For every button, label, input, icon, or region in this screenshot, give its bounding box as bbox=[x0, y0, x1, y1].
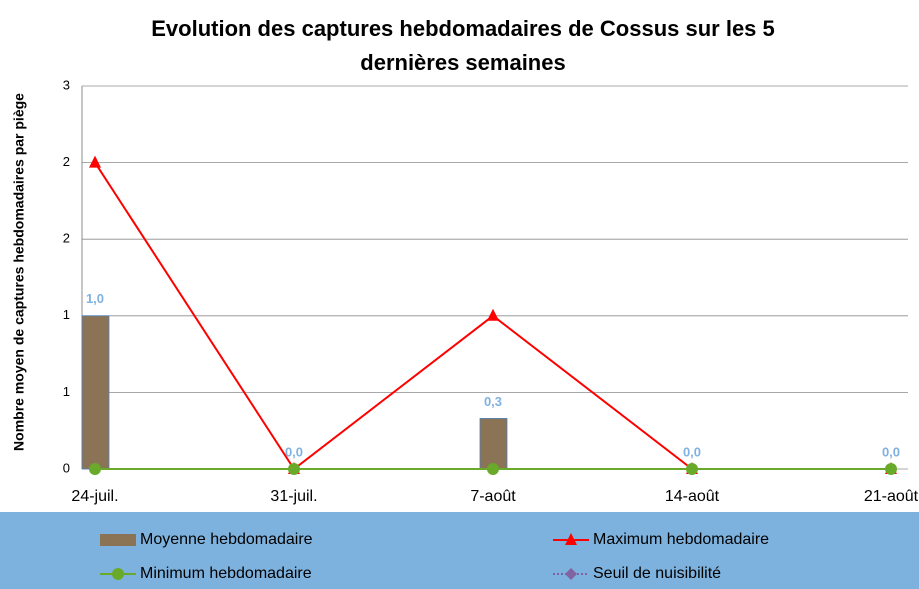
x-tick-label: 7-août bbox=[470, 488, 516, 505]
y-tick-label: 2 bbox=[63, 231, 70, 246]
legend-band bbox=[0, 512, 919, 589]
chart: Evolution des captures hebdomadaires de … bbox=[0, 0, 919, 589]
x-tick-label: 31-juil. bbox=[270, 488, 317, 505]
data-label: 0,0 bbox=[882, 444, 900, 459]
legend-label: Seuil de nuisibilité bbox=[593, 565, 721, 582]
legend-label: Maximum hebdomadaire bbox=[593, 531, 769, 548]
chart-title: Evolution des captures hebdomadaires de … bbox=[151, 16, 775, 75]
bar bbox=[480, 418, 507, 469]
y-tick-label: 1 bbox=[63, 307, 70, 322]
marker bbox=[686, 463, 698, 475]
legend-label: Moyenne hebdomadaire bbox=[140, 531, 313, 548]
data-label: 0,0 bbox=[683, 444, 701, 459]
marker bbox=[288, 463, 300, 475]
legend-label: Minimum hebdomadaire bbox=[140, 565, 312, 582]
y-tick-label: 3 bbox=[63, 77, 70, 92]
y-tick-label: 2 bbox=[63, 154, 70, 169]
marker bbox=[487, 309, 499, 321]
page: Evolution des captures hebdomadaires de … bbox=[0, 0, 919, 589]
y-axis-label: Nombre moyen de captures hebdomadaires p… bbox=[11, 93, 27, 451]
marker bbox=[885, 463, 897, 475]
data-label: 0,3 bbox=[484, 394, 502, 409]
marker bbox=[89, 463, 101, 475]
marker bbox=[89, 156, 101, 168]
marker bbox=[487, 463, 499, 475]
y-tick-label: 1 bbox=[63, 384, 70, 399]
data-label: 0,0 bbox=[285, 444, 303, 459]
bar bbox=[82, 316, 109, 469]
x-tick-label: 24-juil. bbox=[71, 488, 118, 505]
y-tick-label: 0 bbox=[63, 460, 70, 475]
legend-marker bbox=[112, 568, 124, 580]
x-tick-label: 14-août bbox=[665, 488, 720, 505]
data-label: 1,0 bbox=[86, 291, 104, 306]
x-tick-label: 21-août bbox=[864, 488, 919, 505]
legend-swatch bbox=[100, 534, 136, 546]
